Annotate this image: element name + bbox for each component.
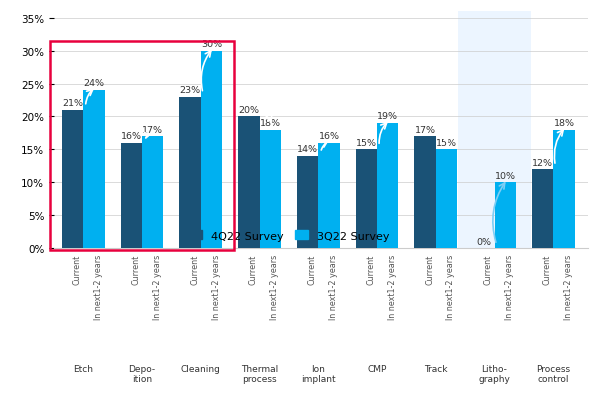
Text: Current: Current [484,254,493,284]
Text: Current: Current [249,254,258,284]
Bar [297,157,319,249]
Text: Current: Current [308,254,317,284]
Bar [494,183,516,249]
Bar [260,130,281,249]
Bar [319,144,340,249]
Text: Current: Current [131,254,140,284]
Text: 21%: 21% [62,99,83,108]
Text: Current: Current [73,254,82,284]
Text: Process
control: Process control [536,364,571,383]
Text: 10%: 10% [495,171,516,180]
Text: 12%: 12% [532,158,553,167]
Text: 24%: 24% [83,79,104,88]
Text: In next1-2 years: In next1-2 years [212,254,221,319]
Text: Etch: Etch [73,364,94,373]
Text: In next1-2 years: In next1-2 years [153,254,162,319]
Bar [121,144,142,249]
Text: Thermal
process: Thermal process [241,364,278,383]
Bar [553,130,575,249]
Text: In next1-2 years: In next1-2 years [270,254,279,319]
Text: 15%: 15% [436,138,457,148]
Bar [83,91,105,249]
Text: Cleaning: Cleaning [181,364,221,373]
Text: 17%: 17% [142,125,163,134]
Text: 18%: 18% [553,119,574,128]
Text: Current: Current [190,254,199,284]
Text: In next1-2 years: In next1-2 years [505,254,514,319]
Bar [201,51,222,249]
Bar [458,12,531,249]
Bar [356,150,377,249]
Text: Track: Track [424,364,448,373]
Text: CMP: CMP [367,364,387,373]
Text: Ion
implant: Ion implant [301,364,335,383]
Text: 18%: 18% [260,119,281,128]
Bar [238,117,260,249]
Text: In next1-2 years: In next1-2 years [94,254,103,319]
Bar [377,124,398,249]
Text: 19%: 19% [377,112,398,121]
Text: 16%: 16% [319,132,340,141]
Text: In next1-2 years: In next1-2 years [446,254,455,319]
Bar [142,137,163,249]
Text: In next1-2 years: In next1-2 years [329,254,338,319]
Text: Current: Current [367,254,376,284]
Bar [179,97,201,249]
Bar [62,111,83,249]
Bar [436,150,457,249]
Text: 23%: 23% [179,86,201,95]
Legend: 4Q22 Survey, 3Q22 Survey: 4Q22 Survey, 3Q22 Survey [184,226,394,245]
Text: 17%: 17% [415,125,436,134]
Bar [415,137,436,249]
Text: Litho-
graphy: Litho- graphy [479,364,511,383]
Text: 15%: 15% [356,138,377,148]
Text: 20%: 20% [238,105,259,115]
Text: Current: Current [425,254,434,284]
Text: Current: Current [542,254,551,284]
Text: 0%: 0% [476,237,491,246]
Text: 14%: 14% [297,145,318,154]
Text: Depo-
ition: Depo- ition [128,364,155,383]
Bar [532,170,553,249]
Text: 30%: 30% [201,40,222,49]
Text: 16%: 16% [121,132,142,141]
Text: In next1-2 years: In next1-2 years [564,254,573,319]
Text: In next1-2 years: In next1-2 years [388,254,397,319]
